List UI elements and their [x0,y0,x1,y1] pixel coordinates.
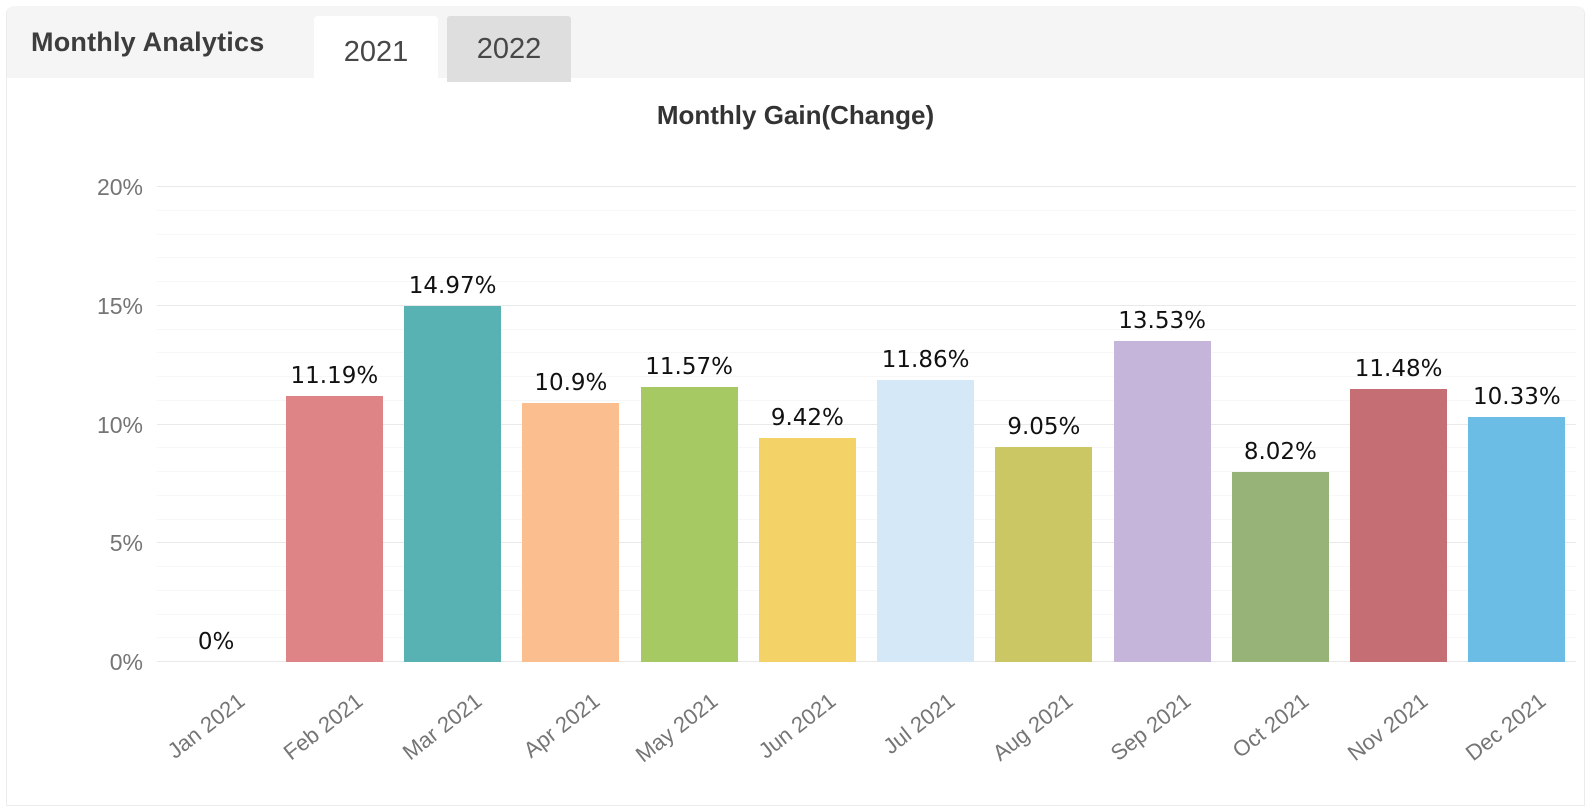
bar-slot-dec-2021: 10.33% Dec 2021 [1458,187,1576,766]
bar-nov-2021[interactable] [1350,389,1448,662]
y-tick-label: 15% [96,292,143,319]
gridline [157,447,1576,449]
gridline [157,542,1576,544]
bar-slot-apr-2021: 10.9% Apr 2021 [512,187,630,763]
bar-slot-mar-2021: 14.97% Mar 2021 [394,187,512,765]
bar-oct-2021[interactable] [1231,471,1329,662]
bar-jun-2021[interactable] [758,438,856,662]
gridline [157,589,1576,591]
gridline [157,661,1576,662]
gridline [157,233,1576,235]
gridline [157,257,1576,259]
y-tick-label: 0% [109,649,143,675]
gridline [157,471,1576,472]
bar-feb-2021[interactable] [285,396,383,662]
bar-chart: 0% 5% 10% 15% 20% 0% Jan 2021 11.19% Feb 2021 14.… [7,174,1576,767]
bar-mar-2021[interactable] [404,306,502,662]
bar-apr-2021[interactable] [522,403,620,662]
bars-container: 0% Jan 2021 11.19% Feb 2021 14.97% Mar 2021 10… [157,187,1576,767]
y-tick-label: 5% [109,530,143,557]
gridline [157,566,1576,567]
header-bar: Monthly Analytics 2021 2022 [7,6,1584,88]
gridline [157,376,1576,377]
bar-slot-feb-2021: 11.19% Feb 2021 [275,187,393,765]
analytics-card: Monthly Analytics 2021 2022 Monthly Gain(… [6,6,1585,806]
gridline [157,352,1576,354]
gridline [157,494,1576,496]
chart-title: Monthly Gain(Change) [656,100,935,130]
gridline [157,281,1576,282]
gridline [157,209,1576,211]
gridline [157,304,1576,306]
value-label-jul-2021: 11.86% [881,347,970,374]
value-label-may-2021: 11.57% [645,354,733,381]
bar-dec-2021[interactable] [1468,416,1566,662]
gridline [157,637,1576,639]
gridline [157,328,1576,330]
plot-area: 0% 5% 10% 15% 20% 0% Jan 2021 11.19% Feb 2021 14.… [97,174,1576,767]
bar-aug-2021[interactable] [995,447,1093,662]
value-label-jan-2021: 0% [197,629,235,655]
bar-slot-nov-2021: 11.48% Nov 2021 [1340,187,1458,766]
value-label-sep-2021: 13.53% [1118,307,1206,334]
bar-sep-2021[interactable] [1113,340,1211,662]
bar-slot-sep-2021: 13.53% Sep 2021 [1103,187,1221,766]
bar-slot-oct-2021: 8.02% Oct 2021 [1221,187,1339,763]
value-label-oct-2021: 8.02% [1243,438,1317,465]
bar-jul-2021[interactable] [877,380,975,662]
gridline [157,423,1576,425]
bar-slot-may-2021: 11.57% May 2021 [630,187,748,767]
tab-2021[interactable]: 2021 [314,16,438,88]
bar-may-2021[interactable] [640,387,738,662]
gridline [157,186,1576,187]
value-label-aug-2021: 9.05% [1007,414,1081,441]
value-label-feb-2021: 11.19% [290,363,379,390]
value-label-jun-2021: 9.42% [770,405,844,432]
gridline [157,399,1576,401]
gridline [157,613,1576,615]
card-title: Monthly Analytics [31,26,265,57]
gridline [157,518,1576,520]
value-label-apr-2021: 10.9% [534,370,608,397]
tab-2022[interactable]: 2022 [447,16,571,82]
bar-slot-jul-2021: 11.86% Jul 2021 [867,187,985,759]
value-label-nov-2021: 11.48% [1354,356,1443,383]
year-tabs: 2021 2022 [314,16,571,88]
value-label-dec-2021: 10.33% [1473,383,1561,410]
y-tick-label: 20% [96,174,143,200]
bar-slot-jun-2021: 9.42% Jun 2021 [748,187,866,763]
bar-slot-aug-2021: 9.05% Aug 2021 [985,187,1103,766]
bar-slot-jan-2021: 0% Jan 2021 [157,187,275,763]
value-label-mar-2021: 14.97% [408,273,497,300]
y-tick-label: 10% [96,411,143,438]
